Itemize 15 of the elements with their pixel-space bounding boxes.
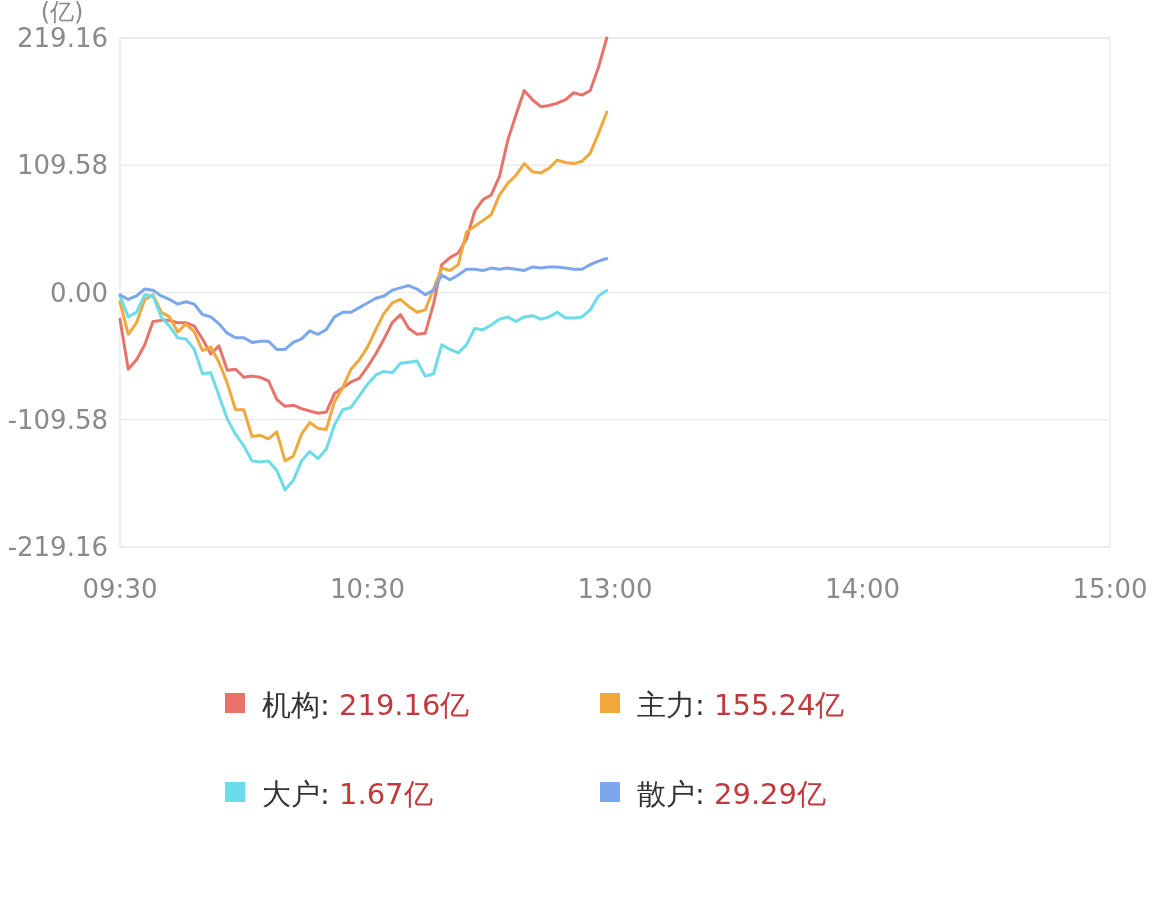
legend-label: 大户: — [262, 777, 339, 811]
y-axis-title: (亿) — [40, 0, 84, 26]
y-tick-label: 0.00 — [50, 277, 108, 308]
x-tick-label: 13:00 — [577, 574, 653, 604]
y-tick-label: 219.16 — [17, 23, 108, 53]
x-tick-label: 14:00 — [825, 574, 900, 604]
x-tick-label: 15:00 — [1072, 574, 1148, 604]
x-tick-label: 09:30 — [82, 574, 158, 604]
y-tick-label: 109.58 — [17, 150, 108, 181]
legend-label: 主力: — [637, 688, 714, 722]
legend-label: 机构: — [262, 688, 339, 722]
legend-label: 散户: — [637, 777, 714, 811]
y-tick-label: -219.16 — [7, 532, 108, 562]
x-tick-label: 10:30 — [330, 574, 405, 604]
y-tick-label: -109.58 — [7, 404, 108, 435]
